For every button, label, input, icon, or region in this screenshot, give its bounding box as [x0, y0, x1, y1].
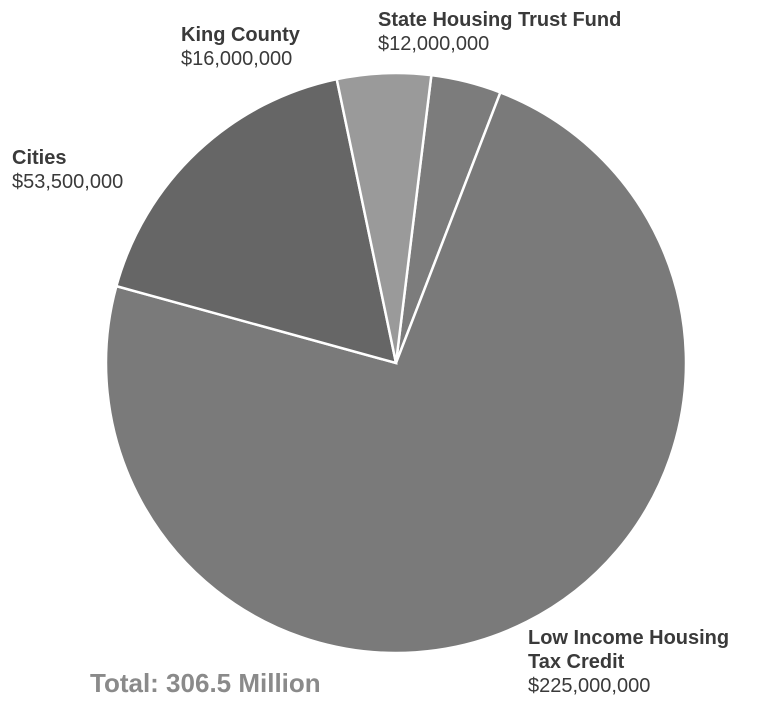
- label-cities: Cities $53,500,000: [12, 146, 123, 194]
- pie-slice-low-income-housing-tax-credit: [104, 90, 688, 655]
- label-lihtc-value: $225,000,000: [528, 675, 651, 697]
- label-low-income-housing-tax-credit: Low Income Housing Tax Credit $225,000,0…: [528, 626, 729, 698]
- label-state-value: $12,000,000: [378, 33, 490, 55]
- pie-slice-cities: [114, 77, 398, 365]
- label-cities-name: Cities: [12, 147, 67, 169]
- label-cities-value: $53,500,000: [12, 171, 124, 193]
- total-label: Total: 306.5 Million: [90, 668, 321, 698]
- label-king-county: King County $16,000,000: [181, 23, 300, 71]
- label-lihtc-name-line1: Low Income Housing: [528, 627, 730, 649]
- label-lihtc-name-line2: Tax Credit: [528, 651, 625, 673]
- label-state-name: State Housing Trust Fund: [378, 9, 622, 31]
- label-state-housing-trust-fund: State Housing Trust Fund $12,000,000: [378, 8, 621, 56]
- label-king-value: $16,000,000: [181, 48, 293, 70]
- label-king-name: King County: [181, 24, 300, 46]
- pie-slice-king-county: [335, 71, 433, 364]
